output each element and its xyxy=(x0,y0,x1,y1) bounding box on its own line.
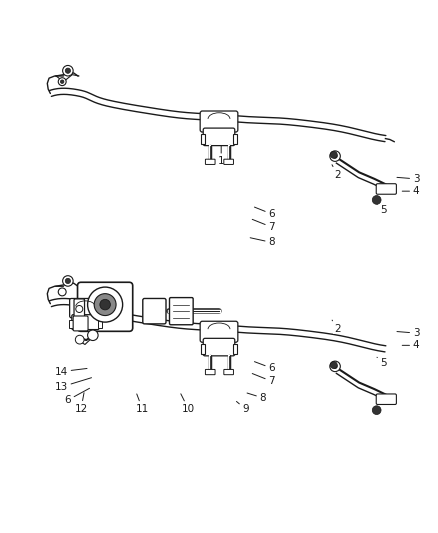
Circle shape xyxy=(333,364,337,368)
FancyBboxPatch shape xyxy=(73,316,88,331)
Circle shape xyxy=(65,68,71,74)
Bar xyxy=(233,134,237,144)
Text: 14: 14 xyxy=(55,367,87,377)
Text: 7: 7 xyxy=(252,374,275,386)
FancyBboxPatch shape xyxy=(224,159,233,165)
Circle shape xyxy=(372,406,381,415)
Text: 5: 5 xyxy=(377,204,387,215)
Text: 9: 9 xyxy=(237,401,249,414)
FancyBboxPatch shape xyxy=(224,369,233,375)
Text: 3: 3 xyxy=(397,174,420,184)
FancyBboxPatch shape xyxy=(376,184,396,194)
Circle shape xyxy=(94,294,116,316)
Circle shape xyxy=(333,154,337,158)
FancyBboxPatch shape xyxy=(200,321,238,342)
FancyBboxPatch shape xyxy=(200,111,238,132)
Text: 2: 2 xyxy=(332,320,341,334)
Circle shape xyxy=(330,361,337,368)
Text: 8: 8 xyxy=(247,393,266,403)
Text: 8: 8 xyxy=(250,237,275,247)
Circle shape xyxy=(63,66,73,76)
Circle shape xyxy=(75,335,84,344)
Text: 6: 6 xyxy=(64,388,89,405)
Circle shape xyxy=(100,300,110,310)
Text: 3: 3 xyxy=(397,328,420,338)
Bar xyxy=(69,320,73,328)
Circle shape xyxy=(58,288,66,296)
FancyBboxPatch shape xyxy=(170,297,193,325)
FancyBboxPatch shape xyxy=(72,314,99,329)
Circle shape xyxy=(88,330,98,341)
FancyBboxPatch shape xyxy=(143,298,166,324)
Text: 10: 10 xyxy=(181,394,195,414)
Circle shape xyxy=(330,151,340,161)
Text: 2: 2 xyxy=(332,165,341,180)
Text: 1: 1 xyxy=(218,131,225,166)
Text: 4: 4 xyxy=(402,341,420,350)
FancyBboxPatch shape xyxy=(78,282,133,332)
FancyBboxPatch shape xyxy=(205,369,215,375)
Circle shape xyxy=(372,196,381,204)
Circle shape xyxy=(88,287,123,322)
Text: 4: 4 xyxy=(402,186,420,196)
Text: 6: 6 xyxy=(254,362,275,373)
Text: 7: 7 xyxy=(252,220,275,232)
Circle shape xyxy=(76,305,83,312)
Bar xyxy=(201,134,205,144)
Bar xyxy=(201,344,205,354)
Circle shape xyxy=(65,278,71,284)
FancyBboxPatch shape xyxy=(203,338,235,356)
FancyBboxPatch shape xyxy=(203,128,235,146)
Bar xyxy=(233,344,237,354)
FancyBboxPatch shape xyxy=(205,159,215,165)
Circle shape xyxy=(60,80,64,84)
Bar xyxy=(98,320,102,328)
Circle shape xyxy=(58,78,66,86)
Text: 6: 6 xyxy=(254,207,275,219)
Text: 5: 5 xyxy=(377,357,387,368)
Text: 11: 11 xyxy=(136,394,149,414)
Circle shape xyxy=(330,361,340,372)
Circle shape xyxy=(330,151,337,158)
FancyBboxPatch shape xyxy=(74,299,85,319)
Text: 12: 12 xyxy=(74,393,88,414)
Circle shape xyxy=(63,276,73,286)
Text: 13: 13 xyxy=(55,378,92,392)
FancyBboxPatch shape xyxy=(376,394,396,405)
FancyBboxPatch shape xyxy=(70,298,101,318)
